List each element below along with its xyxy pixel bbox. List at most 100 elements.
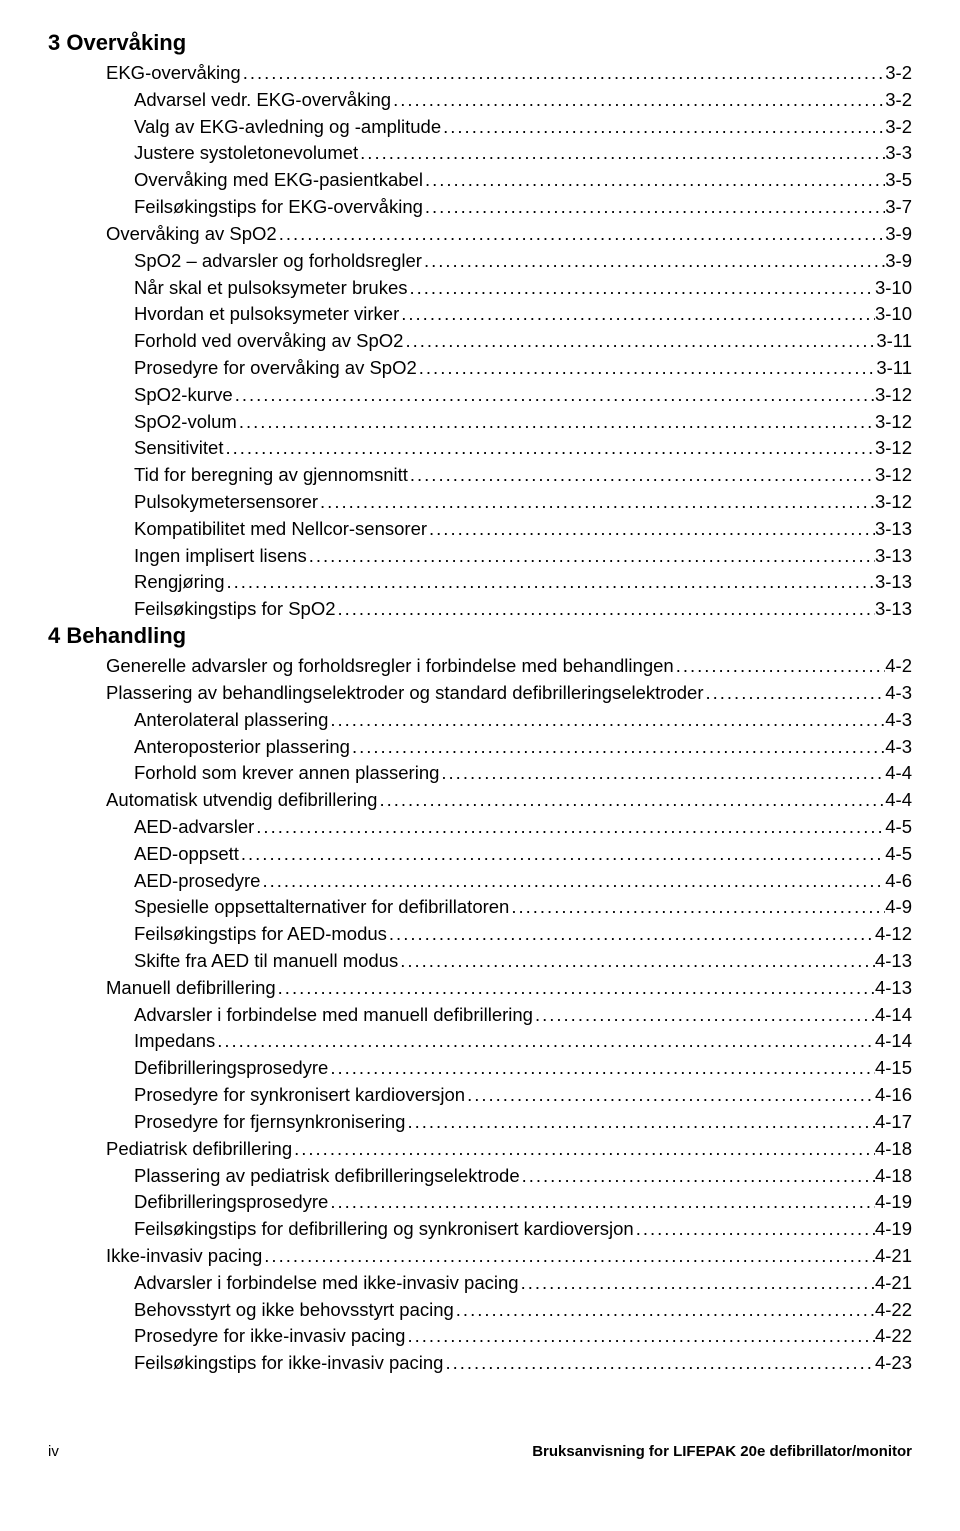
- toc-label: SpO2-volum: [134, 409, 237, 436]
- toc-page-number: 4-18: [875, 1136, 912, 1163]
- toc-leader: ........................................…: [318, 489, 875, 516]
- toc-label: Justere systoletonevolumet: [134, 140, 358, 167]
- toc-entry: Sensitivitet............................…: [48, 435, 912, 462]
- toc-page-number: 3-12: [875, 435, 912, 462]
- toc-entry: Justere systoletonevolumet..............…: [48, 140, 912, 167]
- toc-entry: Tid for beregning av gjennomsnitt.......…: [48, 462, 912, 489]
- toc-leader: ........................................…: [634, 1216, 875, 1243]
- toc-entry: Hvordan et pulsoksymeter virker.........…: [48, 301, 912, 328]
- toc-entry: SpO2-kurve..............................…: [48, 382, 912, 409]
- toc-page-number: 3-10: [875, 275, 912, 302]
- toc-label: AED-oppsett: [134, 841, 239, 868]
- toc-entry: Generelle advarsler og forholdsregler i …: [48, 653, 912, 680]
- toc-entry: Ikke-invasiv pacing.....................…: [48, 1243, 912, 1270]
- toc-entry: EKG-overvåking..........................…: [48, 60, 912, 87]
- toc-entry: Prosedyre for synkronisert kardioversjon…: [48, 1082, 912, 1109]
- toc-label: SpO2 – advarsler og forholdsregler: [134, 248, 422, 275]
- toc-page-number: 4-14: [875, 1002, 912, 1029]
- toc-entry: Defibrilleringsprosedyre................…: [48, 1055, 912, 1082]
- toc-page-number: 4-22: [875, 1297, 912, 1324]
- toc-page-number: 3-13: [875, 516, 912, 543]
- toc-leader: ........................................…: [358, 140, 885, 167]
- toc-page-number: 4-6: [885, 868, 912, 895]
- toc-leader: ........................................…: [239, 841, 885, 868]
- toc-entry: Overvåking med EKG-pasientkabel.........…: [48, 167, 912, 194]
- toc-leader: ........................................…: [225, 569, 875, 596]
- toc-leader: ........................................…: [276, 975, 875, 1002]
- toc-label: Når skal et pulsoksymeter brukes: [134, 275, 408, 302]
- toc-leader: ........................................…: [427, 516, 875, 543]
- toc-entry: Advarsler i forbindelse med ikke-invasiv…: [48, 1270, 912, 1297]
- toc-page-number: 4-19: [875, 1189, 912, 1216]
- toc-page-number: 4-13: [875, 975, 912, 1002]
- toc-page-number: 3-12: [875, 382, 912, 409]
- toc-label: Feilsøkingstips for ikke-invasiv pacing: [134, 1350, 443, 1377]
- toc-leader: ........................................…: [417, 355, 877, 382]
- toc-entry: Pulsokymetersensorer....................…: [48, 489, 912, 516]
- toc-entry: Valg av EKG-avledning og -amplitude.....…: [48, 114, 912, 141]
- toc-label: Plassering av behandlingselektroder og s…: [106, 680, 704, 707]
- toc-label: Feilsøkingstips for EKG-overvåking: [134, 194, 423, 221]
- page-footer: iv Bruksanvisning for LIFEPAK 20e defibr…: [0, 1407, 960, 1480]
- toc-entry: AED-oppsett.............................…: [48, 841, 912, 868]
- toc-label: Automatisk utvendig defibrillering: [106, 787, 377, 814]
- toc-label: Advarsler i forbindelse med ikke-invasiv…: [134, 1270, 519, 1297]
- toc-entry: Forhold som krever annen plassering.....…: [48, 760, 912, 787]
- toc-entry: Feilsøkingstips for ikke-invasiv pacing.…: [48, 1350, 912, 1377]
- toc-leader: ........................................…: [465, 1082, 875, 1109]
- toc-entry: Ingen implisert lisens..................…: [48, 543, 912, 570]
- toc-label: Feilsøkingstips for defibrillering og sy…: [134, 1216, 634, 1243]
- toc-page-number: 3-10: [875, 301, 912, 328]
- toc-label: Feilsøkingstips for SpO2: [134, 596, 336, 623]
- toc-entry: Plassering av pediatrisk defibrillerings…: [48, 1163, 912, 1190]
- toc-page-number: 4-17: [875, 1109, 912, 1136]
- toc-leader: ........................................…: [519, 1270, 875, 1297]
- toc-page-number: 4-3: [885, 734, 912, 761]
- toc-label: Anterolateral plassering: [134, 707, 328, 734]
- toc-label: Spesielle oppsettalternativer for defibr…: [134, 894, 509, 921]
- toc-label: SpO2-kurve: [134, 382, 233, 409]
- toc-label: Ikke-invasiv pacing: [106, 1243, 262, 1270]
- toc-page: 3 OvervåkingEKG-overvåking..............…: [0, 0, 960, 1407]
- toc-leader: ........................................…: [422, 248, 885, 275]
- toc-page-number: 4-5: [885, 841, 912, 868]
- toc-entry: Plassering av behandlingselektroder og s…: [48, 680, 912, 707]
- toc-label: Prosedyre for fjernsynkronisering: [134, 1109, 405, 1136]
- toc-page-number: 4-18: [875, 1163, 912, 1190]
- toc-label: Generelle advarsler og forholdsregler i …: [106, 653, 674, 680]
- toc-entry: Kompatibilitet med Nellcor-sensorer.....…: [48, 516, 912, 543]
- toc-page-number: 4-4: [885, 760, 912, 787]
- toc-label: Tid for beregning av gjennomsnitt: [134, 462, 408, 489]
- toc-label: Advarsel vedr. EKG-overvåking: [134, 87, 391, 114]
- toc-page-number: 4-9: [885, 894, 912, 921]
- toc-leader: ........................................…: [350, 734, 885, 761]
- toc-label: Prosedyre for synkronisert kardioversjon: [134, 1082, 465, 1109]
- toc-page-number: 3-9: [885, 248, 912, 275]
- toc-leader: ........................................…: [233, 382, 875, 409]
- toc-entry: Feilsøkingstips for EKG-overvåking......…: [48, 194, 912, 221]
- toc-label: Valg av EKG-avledning og -amplitude: [134, 114, 441, 141]
- toc-label: Ingen implisert lisens: [134, 543, 307, 570]
- toc-label: EKG-overvåking: [106, 60, 241, 87]
- toc-entry: Advarsler i forbindelse med manuell defi…: [48, 1002, 912, 1029]
- toc-leader: ........................................…: [307, 543, 875, 570]
- toc-page-number: 4-3: [885, 680, 912, 707]
- toc-leader: ........................................…: [215, 1028, 875, 1055]
- toc-leader: ........................................…: [262, 1243, 875, 1270]
- toc-entry: Pediatrisk defibrillering...............…: [48, 1136, 912, 1163]
- toc-label: Feilsøkingstips for AED-modus: [134, 921, 387, 948]
- toc-leader: ........................................…: [403, 328, 876, 355]
- toc-page-number: 3-12: [875, 489, 912, 516]
- toc-page-number: 3-12: [875, 409, 912, 436]
- toc-leader: ........................................…: [441, 114, 885, 141]
- toc-entry: AED-prosedyre...........................…: [48, 868, 912, 895]
- toc-label: Kompatibilitet med Nellcor-sensorer: [134, 516, 427, 543]
- toc-entry: Feilsøkingstips for AED-modus...........…: [48, 921, 912, 948]
- toc-leader: ........................................…: [237, 409, 875, 436]
- toc-leader: ........................................…: [408, 275, 875, 302]
- toc-leader: ........................................…: [674, 653, 886, 680]
- toc-entry: Prosedyre for overvåking av SpO2........…: [48, 355, 912, 382]
- toc-label: Prosedyre for overvåking av SpO2: [134, 355, 417, 382]
- toc-label: AED-advarsler: [134, 814, 254, 841]
- toc-leader: ........................................…: [241, 60, 886, 87]
